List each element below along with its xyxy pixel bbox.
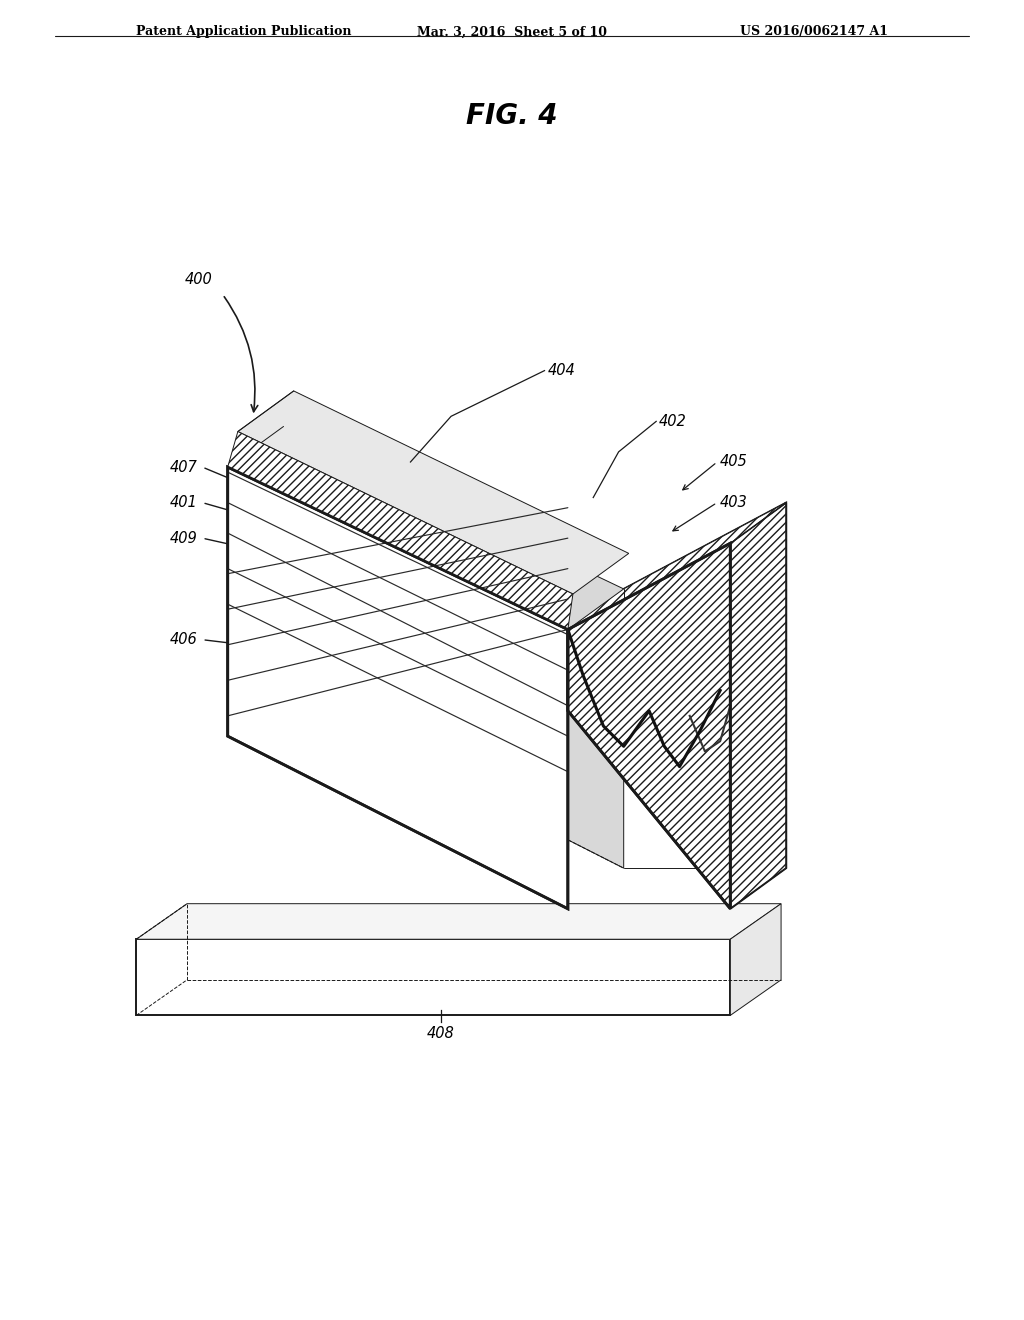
Polygon shape xyxy=(568,503,786,630)
Text: 405: 405 xyxy=(720,454,748,470)
Polygon shape xyxy=(238,391,629,594)
Text: 403: 403 xyxy=(720,495,748,510)
Polygon shape xyxy=(730,904,781,1015)
Polygon shape xyxy=(227,432,572,630)
Polygon shape xyxy=(227,467,568,908)
Polygon shape xyxy=(624,503,786,589)
Polygon shape xyxy=(624,503,786,869)
Polygon shape xyxy=(568,544,730,908)
Polygon shape xyxy=(284,426,624,869)
Polygon shape xyxy=(136,940,730,1015)
Text: 401: 401 xyxy=(170,495,198,510)
Text: 404: 404 xyxy=(548,363,575,378)
Polygon shape xyxy=(227,467,568,908)
Text: 409: 409 xyxy=(170,531,198,545)
Text: 407: 407 xyxy=(170,459,198,475)
Polygon shape xyxy=(136,904,781,940)
Text: Mar. 3, 2016  Sheet 5 of 10: Mar. 3, 2016 Sheet 5 of 10 xyxy=(417,25,607,38)
Text: FIG. 4: FIG. 4 xyxy=(466,102,558,129)
Text: 402: 402 xyxy=(659,414,687,429)
Text: 406: 406 xyxy=(170,632,198,647)
Text: Patent Application Publication: Patent Application Publication xyxy=(136,25,352,38)
Polygon shape xyxy=(730,503,786,908)
Text: 408: 408 xyxy=(427,1026,455,1040)
Text: 400: 400 xyxy=(184,272,212,286)
Text: US 2016/0062147 A1: US 2016/0062147 A1 xyxy=(739,25,888,38)
